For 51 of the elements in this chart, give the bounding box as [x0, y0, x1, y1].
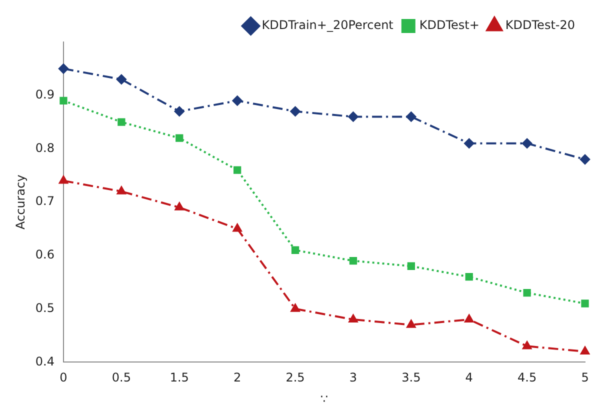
point: [348, 314, 358, 323]
legend-label: KDDTest+: [419, 18, 480, 32]
x-tick-label: 0: [60, 370, 68, 385]
point: [116, 74, 126, 84]
point: [523, 288, 531, 297]
point: [60, 96, 68, 105]
x-tick-label: 3.5: [402, 370, 421, 385]
point: [348, 112, 358, 122]
point: [176, 134, 184, 142]
point: [522, 341, 532, 350]
point: [118, 118, 126, 126]
point: [406, 112, 416, 122]
y-tick-label: 0.4: [35, 354, 54, 368]
x-tick-label: 4: [465, 370, 473, 385]
x-tick-label: 5: [581, 370, 589, 385]
point: [174, 106, 184, 116]
point: [581, 300, 589, 308]
point: [464, 314, 474, 323]
x-tick-label: 2: [234, 370, 242, 385]
point: [233, 166, 242, 174]
y-tick-label: 0.8: [35, 140, 54, 155]
point: [406, 320, 416, 328]
point: [580, 154, 590, 164]
x-tick-label: 0.5: [112, 370, 131, 385]
x-tick-label: 3: [349, 370, 358, 385]
y-tick-label: 0.7: [35, 194, 54, 208]
point: [174, 202, 184, 210]
point: [349, 256, 358, 265]
point: [232, 224, 242, 232]
point: [116, 186, 126, 194]
x-tick-label: 1.5: [170, 370, 189, 385]
point: [59, 176, 68, 184]
point: [465, 272, 473, 281]
point: [290, 106, 300, 116]
point: [58, 64, 68, 74]
legend-label: KDDTrain+_20Percent: [262, 18, 394, 32]
point: [407, 262, 415, 270]
point: [290, 304, 300, 312]
x-axis-title: ∵: [320, 392, 328, 406]
point: [464, 138, 474, 148]
y-tick-label: 0.6: [35, 248, 54, 262]
point: [291, 246, 300, 254]
x-tick-label: 4.5: [518, 370, 537, 385]
point: [522, 138, 532, 148]
legend-label: KDDTest-20: [505, 18, 576, 32]
point: [580, 346, 590, 355]
point: [232, 96, 242, 106]
y-tick-label: 0.5: [35, 300, 54, 315]
y-tick-label: 0.9: [35, 87, 54, 102]
y-axis-title: Accuracy: [13, 174, 28, 230]
x-tick-label: 2.5: [286, 370, 305, 385]
